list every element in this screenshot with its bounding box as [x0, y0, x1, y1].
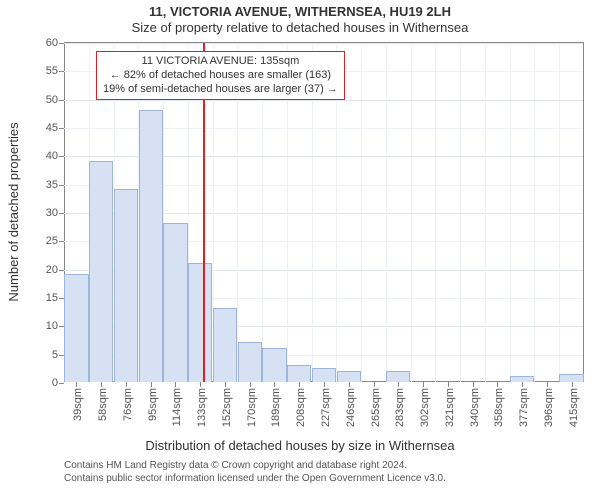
- histogram-bar: [386, 371, 410, 382]
- annotation-line: 11 VICTORIA AVENUE: 135sqm: [103, 55, 338, 69]
- property-size-chart: 11, VICTORIA AVENUE, WITHERNSEA, HU19 2L…: [0, 0, 600, 500]
- x-tick-mark: [299, 382, 300, 387]
- histogram-bar: [287, 365, 311, 382]
- grid-line-v: [435, 43, 436, 382]
- grid-line-h: [64, 43, 583, 44]
- x-tick-label: 396sqm: [543, 388, 555, 427]
- x-tick-label: 377sqm: [518, 388, 530, 427]
- x-tick-label: 152sqm: [221, 388, 233, 427]
- y-tick-mark: [59, 71, 64, 72]
- x-tick-label: 208sqm: [295, 388, 307, 427]
- x-tick-label: 246sqm: [345, 388, 357, 427]
- x-tick-label: 58sqm: [97, 388, 109, 421]
- x-tick-mark: [324, 382, 325, 387]
- caption-line-1: Contains HM Land Registry data © Crown c…: [64, 460, 446, 473]
- y-tick-mark: [59, 185, 64, 186]
- histogram-bar: [559, 374, 583, 383]
- y-axis-title: Number of detached properties: [6, 122, 21, 301]
- y-tick-mark: [59, 213, 64, 214]
- grid-line-v: [460, 43, 461, 382]
- x-tick-mark: [473, 382, 474, 387]
- y-tick-mark: [59, 156, 64, 157]
- x-tick-label: 265sqm: [370, 388, 382, 427]
- histogram-bar: [64, 274, 88, 382]
- x-tick-mark: [497, 382, 498, 387]
- y-tick-mark: [59, 383, 64, 384]
- x-tick-label: 95sqm: [147, 388, 159, 421]
- histogram-bar: [213, 308, 237, 382]
- histogram-bar: [337, 371, 361, 382]
- x-tick-mark: [572, 382, 573, 387]
- grid-line-v: [361, 43, 362, 382]
- chart-caption: Contains HM Land Registry data © Crown c…: [64, 460, 446, 485]
- x-tick-label: 321sqm: [444, 388, 456, 427]
- chart-title: 11, VICTORIA AVENUE, WITHERNSEA, HU19 2L…: [0, 4, 600, 19]
- x-tick-label: 340sqm: [469, 388, 481, 427]
- x-tick-mark: [76, 382, 77, 387]
- y-tick-mark: [59, 100, 64, 101]
- caption-line-2: Contains public sector information licen…: [64, 473, 446, 486]
- x-tick-mark: [448, 382, 449, 387]
- grid-line-v: [510, 43, 511, 382]
- plot-area: 05101520253035404550556039sqm58sqm76sqm9…: [64, 42, 584, 382]
- histogram-bar: [262, 348, 286, 382]
- x-tick-label: 133sqm: [196, 388, 208, 427]
- x-tick-mark: [398, 382, 399, 387]
- x-tick-label: 114sqm: [171, 388, 183, 426]
- x-axis-title: Distribution of detached houses by size …: [0, 438, 600, 453]
- annotation-box: 11 VICTORIA AVENUE: 135sqm← 82% of detac…: [96, 51, 345, 100]
- x-tick-mark: [225, 382, 226, 387]
- x-tick-label: 283sqm: [394, 388, 406, 427]
- grid-line-v: [559, 43, 560, 382]
- x-tick-mark: [250, 382, 251, 387]
- x-tick-mark: [423, 382, 424, 387]
- histogram-bar: [188, 263, 212, 382]
- y-tick-mark: [59, 241, 64, 242]
- annotation-line: ← 82% of detached houses are smaller (16…: [103, 69, 338, 83]
- histogram-bar: [163, 223, 187, 382]
- x-tick-label: 227sqm: [320, 388, 332, 427]
- x-tick-mark: [374, 382, 375, 387]
- annotation-line: 19% of semi-detached houses are larger (…: [103, 83, 338, 97]
- x-tick-mark: [522, 382, 523, 387]
- x-tick-label: 170sqm: [246, 388, 258, 427]
- x-tick-label: 415sqm: [568, 388, 580, 427]
- grid-line-v: [534, 43, 535, 382]
- x-tick-mark: [151, 382, 152, 387]
- x-tick-mark: [175, 382, 176, 387]
- y-tick-mark: [59, 43, 64, 44]
- x-tick-mark: [101, 382, 102, 387]
- histogram-bar: [312, 368, 336, 382]
- x-tick-label: 358sqm: [493, 388, 505, 427]
- x-tick-mark: [274, 382, 275, 387]
- grid-line-v: [386, 43, 387, 382]
- x-tick-mark: [349, 382, 350, 387]
- x-tick-label: 189sqm: [270, 388, 282, 427]
- x-tick-label: 302sqm: [419, 388, 431, 427]
- histogram-bar: [89, 161, 113, 382]
- x-tick-mark: [200, 382, 201, 387]
- histogram-bar: [139, 110, 163, 382]
- chart-subtitle: Size of property relative to detached ho…: [0, 20, 600, 35]
- x-tick-label: 39sqm: [72, 388, 84, 421]
- grid-line-v: [411, 43, 412, 382]
- y-tick-mark: [59, 128, 64, 129]
- x-tick-label: 76sqm: [122, 388, 134, 421]
- grid-line-v: [485, 43, 486, 382]
- histogram-bar: [114, 189, 138, 382]
- x-tick-mark: [547, 382, 548, 387]
- x-tick-mark: [126, 382, 127, 387]
- histogram-bar: [238, 342, 262, 382]
- y-tick-mark: [59, 270, 64, 271]
